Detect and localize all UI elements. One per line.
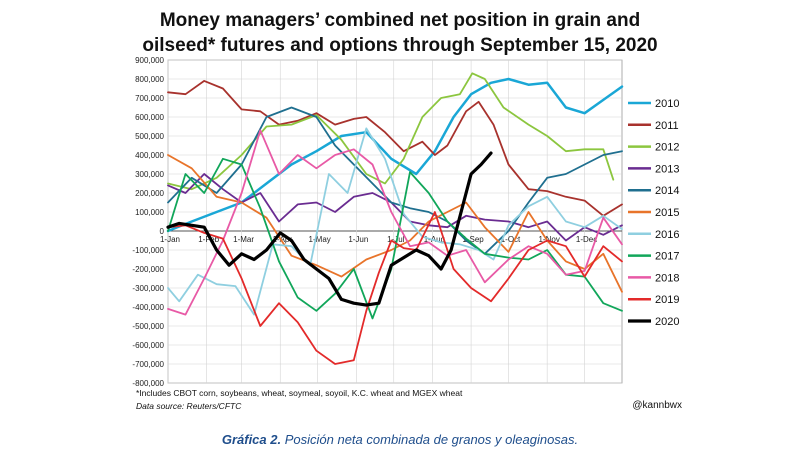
y-tick-label: 100,000 [135,208,164,217]
x-tick-label: 1-Oct [501,235,521,244]
legend-label-2015: 2015 [655,207,679,219]
y-tick-label: -600,000 [132,341,164,350]
x-tick-label: 1-Jul [387,235,405,244]
series-line-2016 [167,127,623,316]
y-tick-label: -800,000 [132,379,164,388]
x-tick-label: 1-Jan [160,235,180,244]
y-tick-label: -200,000 [132,265,164,274]
legend-label-2019: 2019 [655,294,679,306]
legend: 2010 2011 2012 2013 2014 2015 2016 2017 2018 2019… [628,98,679,328]
y-tick-label: 300,000 [135,170,164,179]
legend-label-2011: 2011 [655,120,679,132]
y-tick-label: 400,000 [135,151,164,160]
credit-handle: @kannbwx [632,400,682,411]
y-tick-label: -700,000 [132,360,164,369]
x-tick-label: 1-Sep [462,235,484,244]
legend-label-2020: 2020 [655,316,679,328]
chart-title-line-1: Money managers’ combined net position in… [160,10,640,31]
y-tick-label: -100,000 [132,246,164,255]
x-tick-label: 1-Jun [348,235,368,244]
legend-label-2018: 2018 [655,272,679,284]
y-tick-label: 500,000 [135,132,164,141]
chart-title-line-2: oilseed* futures and options through Sep… [142,35,657,56]
y-tick-label: -400,000 [132,303,164,312]
series-line-2020 [166,151,493,307]
y-tick-label: 0 [160,227,165,236]
x-tick-label: 1-Nov [538,235,559,244]
legend-label-2014: 2014 [655,185,679,197]
y-tick-label: 200,000 [135,189,164,198]
caption-label: Gráfica 2. [222,432,281,447]
legend-label-2010: 2010 [655,98,679,110]
legend-label-2017: 2017 [655,251,679,263]
x-tick-label: 1-May [309,235,331,244]
plot-area [167,59,623,384]
x-tick-label: 1-Dec [576,235,597,244]
series-line-2015 [167,154,623,293]
x-tick-label: 1-Mar [233,235,254,244]
series-line-2011 [167,80,623,217]
figure-caption: Gráfica 2. Posición neta combinada de gr… [222,432,578,447]
y-tick-label: 700,000 [135,94,164,103]
x-tick-label: 1-Feb [198,235,219,244]
data-source: Data source: Reuters/CFTC [136,401,242,411]
series-line-2018 [167,129,623,316]
legend-label-2012: 2012 [655,142,679,154]
y-tick-label: 900,000 [135,56,164,65]
series-line-2019 [167,211,623,365]
grid-lines [167,59,622,384]
series-line-2014 [167,106,623,255]
y-tick-label: 800,000 [135,75,164,84]
y-tick-label: 600,000 [135,113,164,122]
x-tick-label: 1-Apr [272,235,292,244]
plot-border [167,59,623,384]
y-axis-ticks: 900,000 800,000 700,000 600,000 500,000 400,0… [132,56,164,388]
y-tick-label: -300,000 [132,284,164,293]
footnote: *Includes CBOT corn, soybeans, wheat, so… [136,388,463,398]
caption-text: Posición neta combinada de granos y olea… [281,432,578,447]
series-lines [166,72,624,365]
legend-label-2016: 2016 [655,229,679,241]
y-tick-label: -500,000 [132,322,164,331]
legend-label-2013: 2013 [655,163,679,175]
